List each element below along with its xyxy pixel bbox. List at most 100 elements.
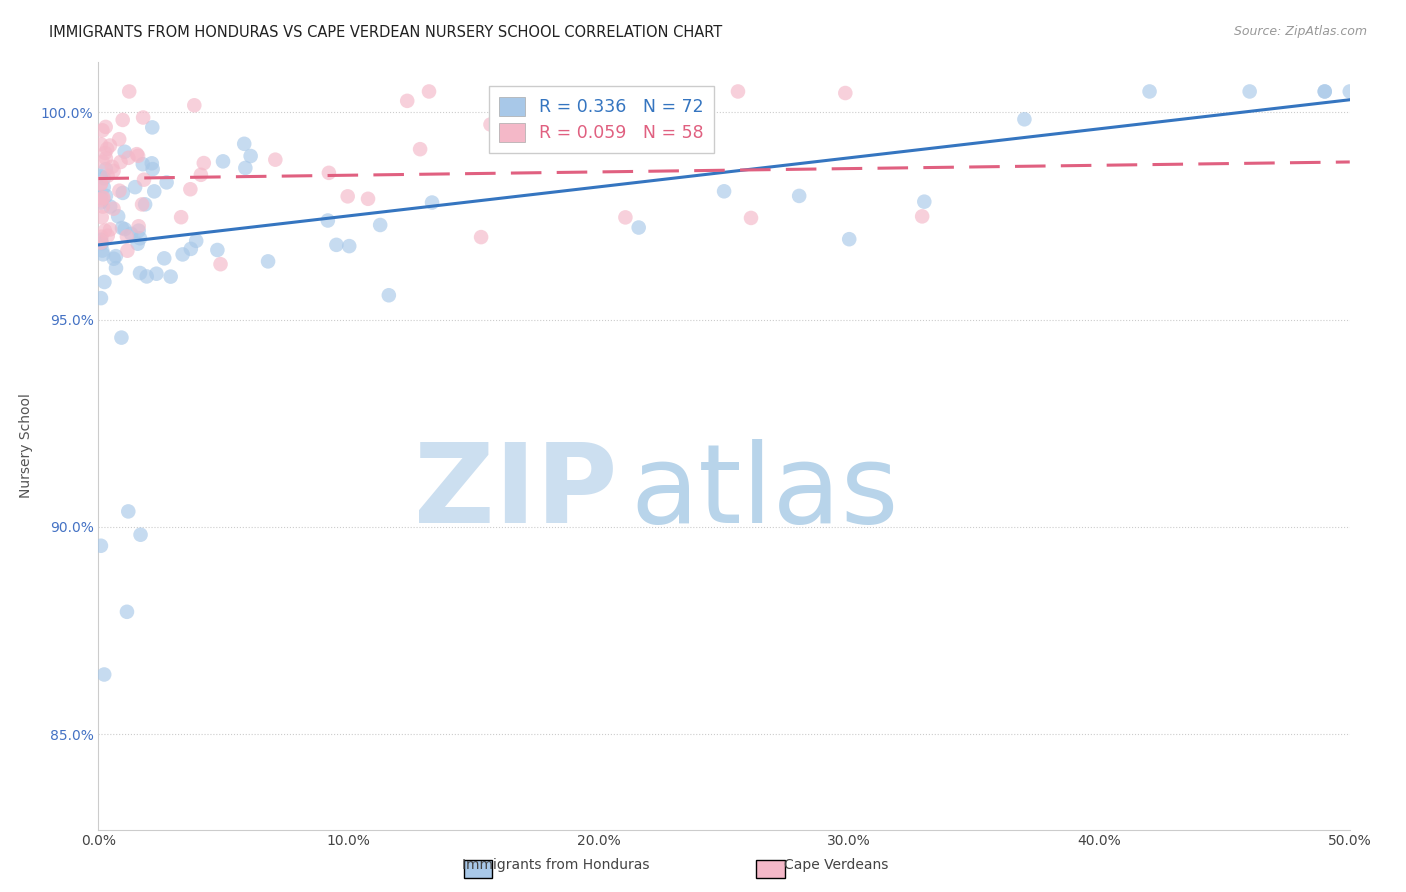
Point xyxy=(911,210,934,224)
Point xyxy=(142,162,165,177)
Point xyxy=(132,172,155,186)
Point xyxy=(117,244,139,258)
Point xyxy=(470,230,492,244)
Text: atlas: atlas xyxy=(630,439,898,546)
Point xyxy=(93,667,115,681)
Point xyxy=(912,194,935,209)
Point xyxy=(120,227,142,241)
Point xyxy=(180,242,202,256)
Point xyxy=(170,210,193,224)
Point xyxy=(316,213,339,227)
Point xyxy=(838,232,860,246)
Point xyxy=(90,235,112,250)
Point xyxy=(479,118,502,132)
Point xyxy=(125,147,148,161)
Point xyxy=(91,191,114,205)
Point xyxy=(1239,85,1261,99)
Point xyxy=(128,224,150,238)
Point xyxy=(834,86,856,100)
Point xyxy=(378,288,401,302)
Point xyxy=(90,229,112,244)
Point xyxy=(357,192,380,206)
Text: Cape Verdeans: Cape Verdeans xyxy=(785,858,889,872)
Point xyxy=(325,238,347,252)
Point xyxy=(93,171,115,186)
Point xyxy=(93,275,115,289)
Point xyxy=(1339,85,1361,99)
Point xyxy=(420,195,443,210)
Point xyxy=(233,136,256,151)
Point xyxy=(132,111,155,125)
Point xyxy=(207,243,229,257)
Point xyxy=(135,269,157,284)
Point xyxy=(105,261,128,276)
Point xyxy=(153,252,176,266)
Point xyxy=(1139,85,1161,99)
Point xyxy=(103,252,125,266)
Point xyxy=(132,157,155,171)
Point xyxy=(111,112,134,127)
Point xyxy=(127,236,149,251)
Point xyxy=(143,185,166,199)
Point xyxy=(94,162,117,177)
Point xyxy=(90,211,112,225)
Point xyxy=(134,197,156,211)
Point xyxy=(91,244,114,258)
Point xyxy=(368,218,391,232)
Point xyxy=(94,224,117,238)
Point xyxy=(94,189,117,203)
Point xyxy=(633,99,655,113)
Point xyxy=(111,186,134,200)
Point xyxy=(90,233,112,247)
Point xyxy=(103,202,125,216)
Point xyxy=(103,164,125,178)
Point xyxy=(129,527,152,541)
Point xyxy=(108,184,131,198)
Y-axis label: Nursery School: Nursery School xyxy=(18,393,32,499)
Point xyxy=(145,267,167,281)
Point xyxy=(93,180,115,194)
Point xyxy=(713,184,735,198)
Text: ZIP: ZIP xyxy=(415,439,617,546)
Point xyxy=(114,145,136,159)
Point xyxy=(155,175,177,189)
Point xyxy=(94,145,117,160)
Point xyxy=(627,220,650,235)
Point xyxy=(127,149,149,163)
Point xyxy=(396,94,419,108)
Point xyxy=(91,247,114,261)
Point xyxy=(90,177,112,191)
Point xyxy=(128,219,150,234)
Point xyxy=(257,254,280,268)
Point xyxy=(190,168,212,182)
Point xyxy=(233,161,256,175)
Point xyxy=(1014,112,1036,127)
Point xyxy=(91,155,114,169)
Point xyxy=(186,234,208,248)
Point xyxy=(209,257,232,271)
Point xyxy=(90,539,112,553)
Point xyxy=(131,197,153,211)
Text: Immigrants from Honduras: Immigrants from Honduras xyxy=(461,858,650,872)
Point xyxy=(96,142,118,156)
Point xyxy=(336,189,359,203)
Point xyxy=(183,98,205,112)
Point xyxy=(90,195,112,210)
Point xyxy=(418,85,440,99)
Point xyxy=(212,154,235,169)
Point xyxy=(239,149,262,163)
Point xyxy=(114,222,136,236)
Point xyxy=(107,210,129,224)
Point xyxy=(90,193,112,207)
Point xyxy=(337,239,360,253)
Point xyxy=(108,132,131,146)
Point xyxy=(727,85,749,99)
Point xyxy=(129,231,152,245)
Point xyxy=(117,151,139,165)
Point xyxy=(101,160,124,174)
Text: IMMIGRANTS FROM HONDURAS VS CAPE VERDEAN NURSERY SCHOOL CORRELATION CHART: IMMIGRANTS FROM HONDURAS VS CAPE VERDEAN… xyxy=(49,25,723,40)
Point xyxy=(94,151,117,165)
Point xyxy=(124,180,146,194)
Point xyxy=(115,229,138,244)
Point xyxy=(98,200,121,214)
